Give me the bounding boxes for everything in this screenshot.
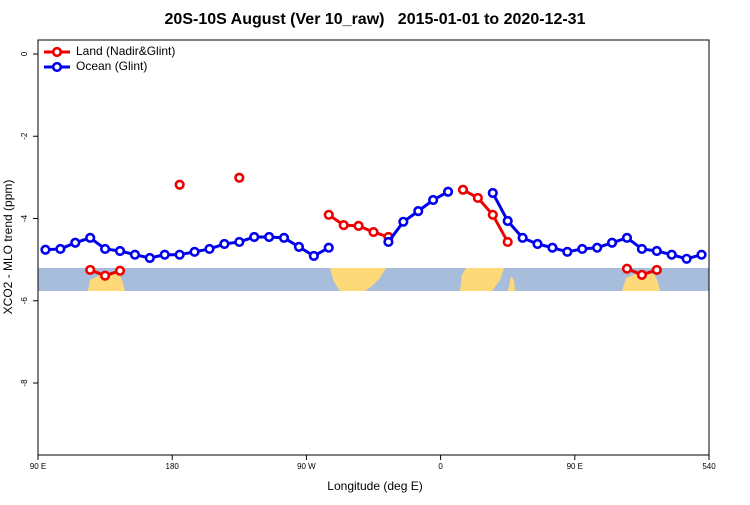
plot-frame bbox=[37, 39, 710, 456]
legend-label: Ocean (Glint) bbox=[76, 59, 147, 73]
data-point bbox=[487, 187, 498, 199]
data-point bbox=[517, 232, 528, 243]
x-axis-label: Longitude (deg E) bbox=[327, 479, 422, 493]
data-point bbox=[636, 243, 648, 255]
data-point bbox=[308, 250, 319, 262]
data-point bbox=[40, 244, 51, 255]
data-point bbox=[234, 172, 245, 183]
data-point bbox=[249, 231, 260, 243]
data-point bbox=[219, 238, 230, 250]
data-point bbox=[144, 252, 155, 264]
data-point bbox=[413, 206, 424, 217]
data-point bbox=[487, 209, 498, 220]
y-tick-label: -6 bbox=[20, 297, 29, 305]
data-point bbox=[85, 232, 96, 243]
data-point bbox=[323, 209, 334, 220]
data-point bbox=[174, 179, 185, 190]
y-axis-label: XCO2 - MLO trend (ppm) bbox=[1, 180, 15, 315]
y-tick-label: 0 bbox=[20, 51, 29, 56]
data-point bbox=[204, 243, 215, 255]
data-point bbox=[457, 184, 469, 195]
data-point bbox=[338, 219, 349, 231]
data-point bbox=[442, 186, 454, 197]
land-strip bbox=[460, 268, 515, 291]
land-strip bbox=[330, 268, 386, 291]
data-point bbox=[592, 242, 603, 253]
data-point bbox=[234, 236, 245, 248]
x-tick-label: 90 E bbox=[567, 462, 583, 471]
map-strip bbox=[38, 268, 709, 291]
data-point bbox=[99, 270, 111, 281]
legend-marker bbox=[51, 61, 63, 73]
chart-title: 20S-10S August (Ver 10_raw) 2015-01-01 t… bbox=[165, 11, 586, 28]
data-point bbox=[606, 237, 618, 248]
data-point bbox=[547, 242, 558, 253]
data-point bbox=[323, 242, 334, 253]
data-point bbox=[278, 232, 290, 243]
data-point bbox=[696, 249, 707, 260]
data-point bbox=[621, 263, 633, 274]
data-point bbox=[264, 231, 275, 243]
data-point bbox=[621, 232, 633, 243]
land-strip bbox=[622, 272, 660, 291]
data-point bbox=[99, 243, 111, 255]
data-point bbox=[189, 246, 200, 257]
data-point bbox=[562, 246, 573, 257]
data-point bbox=[353, 220, 364, 232]
x-tick-label: 90 W bbox=[297, 462, 316, 471]
x-tick-label: 540 bbox=[702, 462, 716, 471]
x-tick-label: 180 bbox=[166, 462, 180, 471]
data-point bbox=[174, 249, 185, 260]
y-tick-label: -8 bbox=[20, 379, 29, 387]
data-point bbox=[472, 192, 483, 204]
data-point bbox=[681, 253, 692, 264]
data-point bbox=[532, 238, 543, 250]
data-point bbox=[651, 264, 662, 276]
x-tick-label: 90 E bbox=[30, 462, 46, 471]
data-point bbox=[666, 249, 677, 260]
data-point bbox=[398, 216, 409, 227]
data-point bbox=[114, 265, 126, 276]
data-point bbox=[502, 236, 513, 248]
data-point bbox=[502, 215, 513, 227]
land-strip bbox=[88, 272, 125, 291]
data-point bbox=[293, 241, 305, 252]
y-tick-label: -4 bbox=[20, 214, 29, 222]
data-point bbox=[651, 245, 662, 257]
data-point bbox=[428, 194, 439, 206]
y-tick-label: -2 bbox=[20, 132, 29, 140]
x-tick-label: 0 bbox=[438, 462, 443, 471]
data-point bbox=[577, 243, 588, 255]
legend-marker bbox=[51, 46, 63, 58]
data-point bbox=[70, 237, 81, 248]
data-point bbox=[159, 249, 170, 260]
data-point bbox=[114, 245, 126, 257]
data-point bbox=[368, 226, 379, 238]
data-point bbox=[85, 264, 96, 276]
data-point bbox=[129, 249, 141, 260]
data-point bbox=[636, 269, 648, 280]
data-point bbox=[383, 236, 394, 248]
legend-label: Land (Nadir&Glint) bbox=[76, 44, 175, 58]
data-point bbox=[55, 243, 66, 255]
